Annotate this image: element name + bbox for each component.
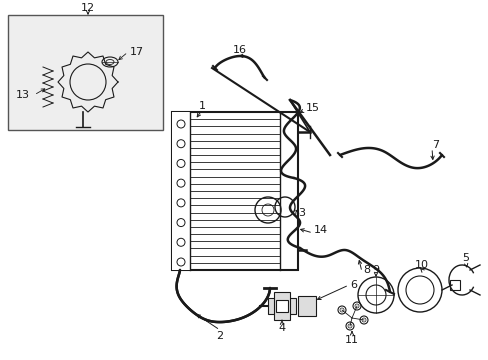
Text: 13: 13 bbox=[16, 90, 30, 100]
Bar bbox=[267, 298, 295, 314]
Text: 7: 7 bbox=[431, 140, 438, 150]
Text: 11: 11 bbox=[345, 335, 358, 345]
Text: 8: 8 bbox=[362, 265, 369, 275]
Text: 4: 4 bbox=[278, 323, 285, 333]
Text: 1: 1 bbox=[198, 101, 205, 111]
Text: 5: 5 bbox=[462, 253, 468, 263]
Text: 12: 12 bbox=[81, 3, 95, 13]
Text: 10: 10 bbox=[414, 260, 428, 270]
Bar bbox=[172, 112, 190, 270]
Text: 17: 17 bbox=[130, 47, 144, 57]
Text: 6: 6 bbox=[349, 280, 356, 290]
Bar bbox=[297, 296, 315, 316]
Text: 9: 9 bbox=[372, 265, 379, 275]
Text: 14: 14 bbox=[313, 225, 327, 235]
Text: 3: 3 bbox=[297, 208, 305, 218]
Text: 15: 15 bbox=[305, 103, 319, 113]
Bar bbox=[8, 15, 163, 130]
Bar bbox=[449, 280, 459, 290]
Bar bbox=[273, 292, 289, 320]
Text: 2: 2 bbox=[216, 331, 223, 341]
Bar bbox=[275, 300, 287, 312]
Bar bbox=[172, 112, 297, 270]
Text: 16: 16 bbox=[232, 45, 246, 55]
